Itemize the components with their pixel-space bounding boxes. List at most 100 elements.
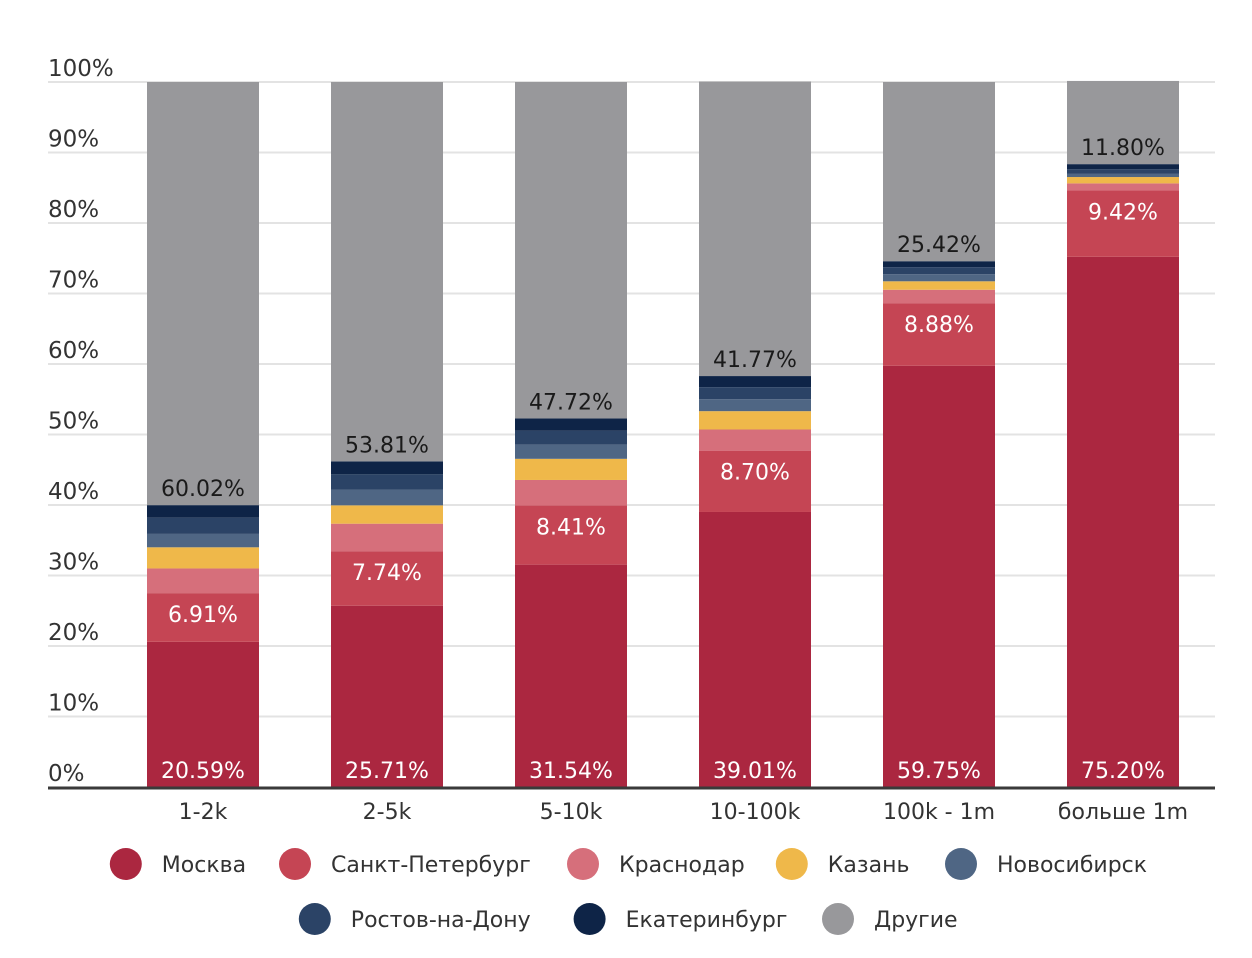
data-label: 8.41%	[536, 515, 606, 540]
bar-segment	[331, 523, 443, 552]
y-tick-label: 50%	[48, 409, 99, 435]
legend-swatch	[109, 848, 142, 880]
legend-label: Новосибирск	[997, 853, 1147, 878]
x-category-label: 100k - 1m	[883, 800, 995, 825]
data-label: 20.59%	[161, 759, 245, 784]
bar-segment	[147, 517, 259, 534]
bar-segment	[147, 533, 259, 548]
data-label: 31.54%	[529, 759, 613, 784]
bar-segment	[331, 489, 443, 506]
legend-item: Новосибирск	[945, 848, 1147, 880]
x-category-label: 10-100k	[710, 800, 801, 825]
bar-segment	[331, 505, 443, 524]
y-tick-label: 60%	[48, 338, 99, 364]
y-tick-label: 40%	[48, 479, 99, 505]
bar-segment	[331, 474, 443, 490]
y-tick-label: 70%	[48, 268, 99, 294]
bar-segment	[147, 505, 259, 518]
legend-label: Екатеринбург	[626, 908, 788, 933]
legend-swatch	[822, 903, 854, 935]
bar-segment	[1067, 80, 1179, 165]
bar-segment	[1067, 177, 1179, 184]
bar-segment	[883, 82, 995, 262]
y-tick-label: 90%	[48, 127, 99, 153]
data-label: 53.81%	[345, 433, 429, 458]
data-label: 59.75%	[897, 759, 981, 784]
bar-segment	[147, 568, 259, 594]
bar-segment	[883, 261, 995, 268]
data-label: 8.88%	[904, 313, 974, 338]
bar-segment	[515, 479, 627, 506]
bar-segment	[699, 81, 811, 377]
legend: Москва Санкт-Петербург Краснодар Казань Ново…	[109, 848, 1147, 935]
data-label: 47.72%	[529, 390, 613, 415]
data-label: 7.74%	[352, 561, 422, 586]
bar-segment	[331, 461, 443, 475]
x-axis-categories: 1-2k 2-5k 5-10k 10-100k 100k - 1m больше 1m	[179, 800, 1188, 825]
bar-segment	[883, 365, 995, 787]
bar-segment	[1067, 256, 1179, 788]
bar-segment	[699, 399, 811, 412]
bar-segment	[1067, 173, 1179, 178]
bar-segment	[331, 551, 443, 606]
legend-label: Другие	[874, 908, 958, 933]
bar-segment	[515, 430, 627, 445]
legend-item: Екатеринбург	[573, 903, 788, 935]
legend-item: Краснодар	[567, 848, 745, 880]
bar-segment	[147, 82, 259, 506]
data-label: 25.71%	[345, 759, 429, 784]
legend-swatch	[775, 848, 808, 880]
data-labels: 20.59% 6.91% 60.02% 25.71% 7.74% 53.81% 31.54%…	[161, 136, 1165, 784]
bar-segment	[699, 411, 811, 430]
bar-segment	[1067, 183, 1179, 191]
y-tick-label: 100%	[48, 56, 114, 82]
bar-segment	[331, 605, 443, 787]
y-axis-ticks: 0% 10% 20% 30% 40% 50% 60% 70% 80% 90% 100%	[48, 56, 114, 787]
bar-segment	[515, 444, 627, 459]
legend-item: Санкт-Петербург	[279, 848, 531, 880]
bar-segment	[1067, 169, 1179, 174]
data-label: 60.02%	[161, 477, 245, 502]
bar-segment	[515, 82, 627, 419]
bar-segment	[515, 418, 627, 431]
bar-segment	[699, 450, 811, 512]
legend-swatch	[573, 903, 606, 935]
y-tick-label: 20%	[48, 620, 99, 646]
bar-segment	[883, 274, 995, 282]
bar-segment	[147, 547, 259, 569]
legend-item: Ростов-на-Дону	[298, 903, 531, 935]
bar-segment	[515, 505, 627, 565]
bar-segment	[331, 82, 443, 462]
data-label: 41.77%	[713, 348, 797, 373]
legend-swatch	[567, 848, 599, 880]
x-category-label: 5-10k	[540, 800, 603, 825]
bar-segment	[699, 376, 811, 388]
legend-label: Ростов-на-Дону	[351, 908, 531, 933]
x-category-label: 2-5k	[363, 800, 412, 825]
legend-swatch	[279, 848, 311, 880]
y-tick-label: 30%	[48, 550, 99, 576]
data-label: 11.80%	[1081, 136, 1165, 161]
bar-segment	[147, 593, 259, 642]
bar-segment	[883, 267, 995, 275]
legend-item: Казань	[775, 848, 910, 880]
data-label: 25.42%	[897, 233, 981, 258]
bar-segment	[515, 564, 627, 787]
bar-segment	[699, 387, 811, 400]
legend-swatch	[945, 848, 977, 880]
bar-segment	[883, 303, 995, 366]
bars	[147, 80, 1179, 788]
data-label: 6.91%	[168, 603, 238, 628]
bar-segment	[1067, 164, 1179, 170]
bar-segment	[147, 641, 259, 787]
y-tick-label: 0%	[48, 761, 85, 787]
data-label: 9.42%	[1088, 200, 1158, 225]
legend-label: Санкт-Петербург	[331, 853, 531, 878]
legend-label: Краснодар	[619, 853, 745, 878]
legend-item: Другие	[822, 903, 958, 935]
data-label: 8.70%	[720, 461, 790, 486]
bar-segment	[1067, 190, 1179, 257]
legend-label: Казань	[828, 853, 910, 878]
